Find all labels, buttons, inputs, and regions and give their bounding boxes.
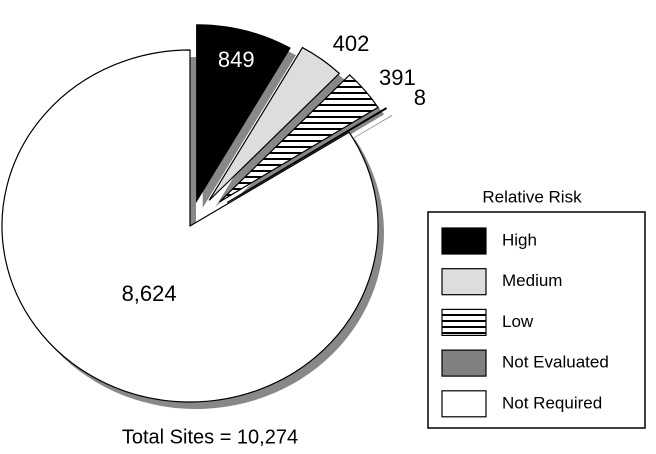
legend-label: High bbox=[502, 230, 537, 249]
legend-label: Not Evaluated bbox=[502, 353, 609, 372]
slice bbox=[1, 49, 379, 403]
data-label: 402 bbox=[333, 31, 370, 56]
legend-label: Not Required bbox=[502, 393, 602, 412]
legend-label: Low bbox=[502, 312, 534, 331]
legend-title: Relative Risk bbox=[482, 187, 582, 206]
legend-swatch bbox=[441, 268, 487, 296]
legend-swatch bbox=[441, 349, 487, 377]
data-label: 849 bbox=[218, 47, 255, 72]
legend-swatch bbox=[441, 390, 487, 418]
slice bbox=[218, 74, 379, 203]
data-label: 8 bbox=[414, 85, 426, 110]
legend-label: Medium bbox=[502, 271, 562, 290]
legend-swatch bbox=[441, 308, 487, 336]
slice bbox=[226, 107, 388, 203]
slice bbox=[196, 24, 291, 204]
data-label: 8,624 bbox=[122, 281, 177, 306]
data-label: 391 bbox=[379, 65, 416, 90]
annotation: Total Sites = 10,274 bbox=[122, 426, 298, 448]
legend-swatch bbox=[441, 227, 487, 255]
slice bbox=[208, 46, 341, 201]
legend: High Medium Low Not Evaluated Not Required bbox=[441, 227, 609, 418]
